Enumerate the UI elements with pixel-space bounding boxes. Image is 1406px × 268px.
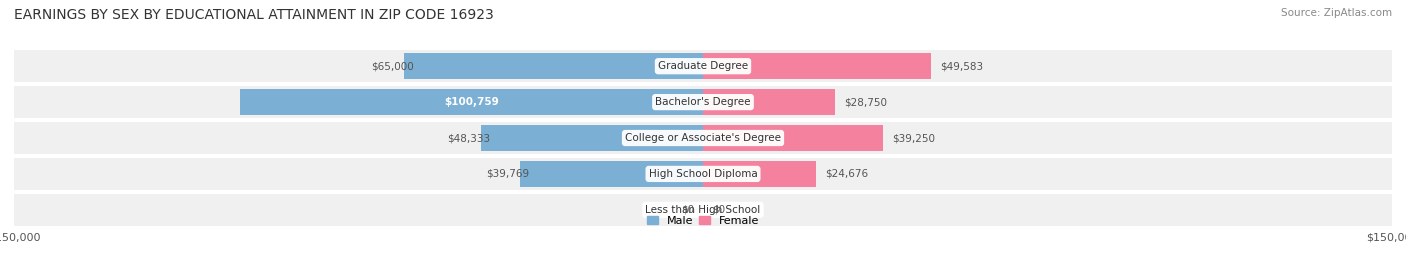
- Bar: [14, 50, 1392, 82]
- Text: $28,750: $28,750: [844, 97, 887, 107]
- Text: $100,759: $100,759: [444, 97, 499, 107]
- Text: Bachelor's Degree: Bachelor's Degree: [655, 97, 751, 107]
- Text: $65,000: $65,000: [371, 61, 413, 71]
- Bar: [14, 158, 1392, 190]
- Bar: [405, 53, 703, 79]
- Text: EARNINGS BY SEX BY EDUCATIONAL ATTAINMENT IN ZIP CODE 16923: EARNINGS BY SEX BY EDUCATIONAL ATTAINMEN…: [14, 8, 494, 22]
- Text: $39,250: $39,250: [893, 133, 935, 143]
- Text: College or Associate's Degree: College or Associate's Degree: [626, 133, 780, 143]
- Bar: [14, 194, 1392, 226]
- Text: High School Diploma: High School Diploma: [648, 169, 758, 179]
- Legend: Male, Female: Male, Female: [647, 216, 759, 226]
- Bar: [481, 125, 703, 151]
- Bar: [703, 125, 883, 151]
- Text: $0: $0: [681, 205, 693, 215]
- Text: Source: ZipAtlas.com: Source: ZipAtlas.com: [1281, 8, 1392, 18]
- Text: Less than High School: Less than High School: [645, 205, 761, 215]
- Text: Graduate Degree: Graduate Degree: [658, 61, 748, 71]
- Bar: [703, 161, 817, 187]
- Bar: [240, 89, 703, 115]
- Bar: [14, 86, 1392, 118]
- Text: $0: $0: [713, 205, 725, 215]
- Bar: [703, 89, 835, 115]
- Bar: [14, 122, 1392, 154]
- Text: $49,583: $49,583: [941, 61, 983, 71]
- Bar: [520, 161, 703, 187]
- Text: $24,676: $24,676: [825, 169, 869, 179]
- Text: $39,769: $39,769: [486, 169, 530, 179]
- Bar: [703, 53, 931, 79]
- Text: $48,333: $48,333: [447, 133, 491, 143]
